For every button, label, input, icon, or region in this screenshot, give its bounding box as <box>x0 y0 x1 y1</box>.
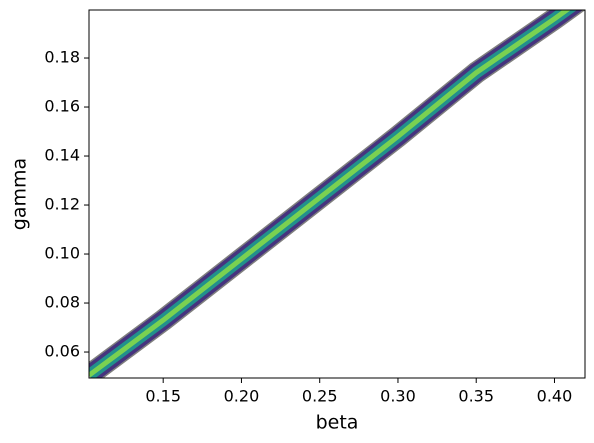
x-tick-label: 0.15 <box>145 387 181 406</box>
y-tick-label: 0.16 <box>44 97 80 116</box>
y-tick-label: 0.14 <box>44 146 80 165</box>
y-tick-label: 0.18 <box>44 48 80 67</box>
y-tick-label: 0.10 <box>44 244 80 263</box>
x-tick-label: 0.20 <box>224 387 260 406</box>
y-axis-label: gamma <box>9 158 31 230</box>
y-tick-label: 0.08 <box>44 293 80 312</box>
y-tick-label: 0.06 <box>44 342 80 361</box>
contour-band <box>89 10 571 378</box>
x-tick-label: 0.30 <box>380 387 416 406</box>
x-tick-label: 0.35 <box>458 387 494 406</box>
y-tick-label: 0.12 <box>44 195 80 214</box>
x-tick-label: 0.25 <box>302 387 338 406</box>
x-axis-label: beta <box>316 412 359 434</box>
x-tick-label: 0.40 <box>537 387 573 406</box>
axes-frame <box>88 9 586 379</box>
plot-area <box>89 10 585 378</box>
